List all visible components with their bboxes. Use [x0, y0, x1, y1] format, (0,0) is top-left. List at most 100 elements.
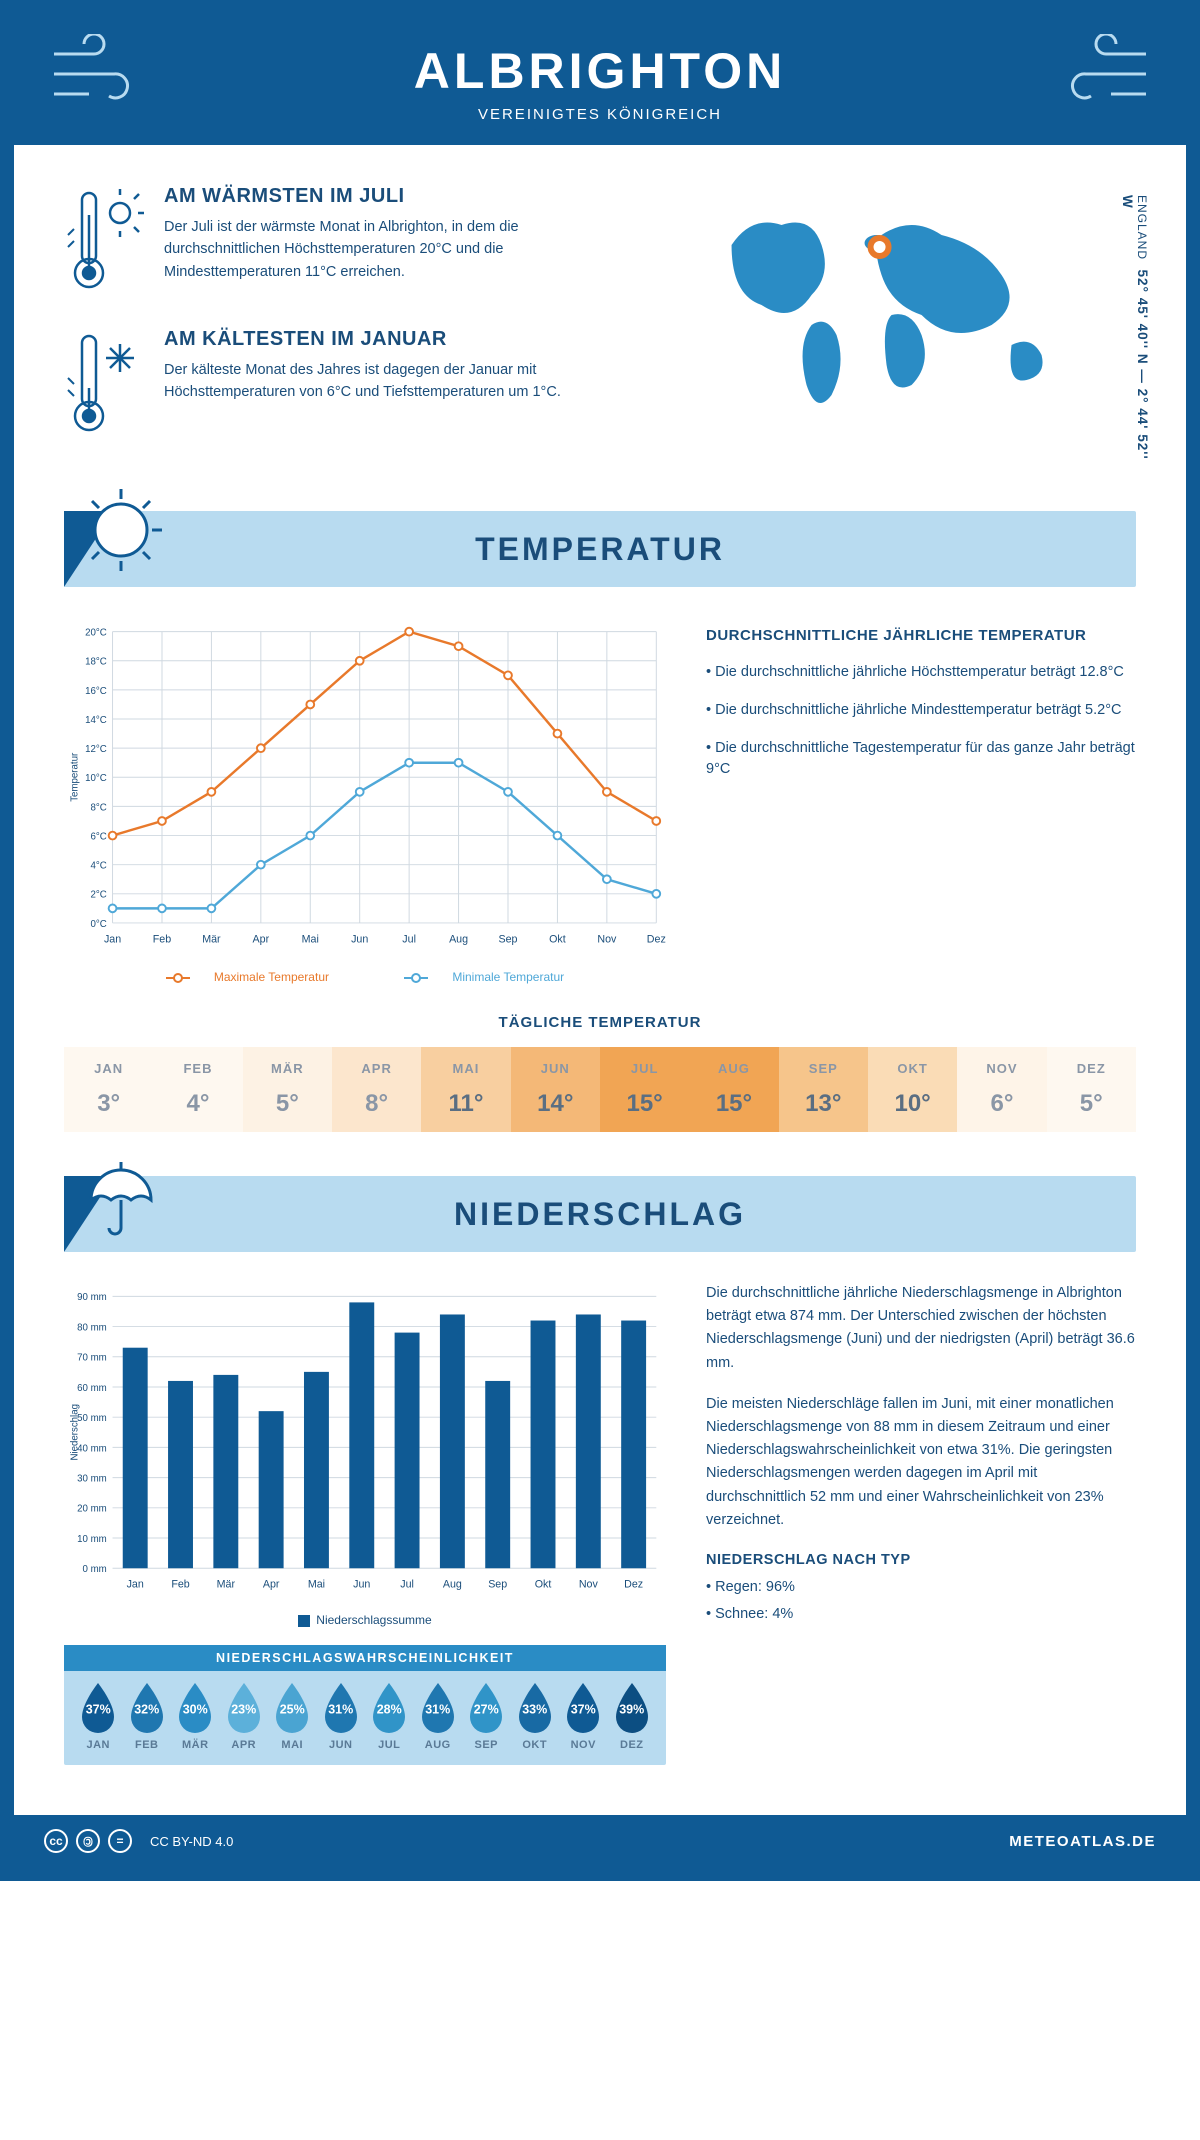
svg-text:16°C: 16°C: [85, 686, 107, 697]
svg-text:Jan: Jan: [127, 1579, 144, 1591]
svg-text:80 mm: 80 mm: [77, 1322, 107, 1333]
precip-text: Die durchschnittliche jährliche Niedersc…: [706, 1282, 1136, 1375]
license-text: CC BY-ND 4.0: [150, 1834, 233, 1849]
probability-drop: 30%MÄR: [171, 1681, 220, 1751]
svg-text:30 mm: 30 mm: [77, 1473, 107, 1484]
probability-drop: 32%FEB: [123, 1681, 172, 1751]
bar-chart-legend: Niederschlagssumme: [64, 1613, 666, 1627]
probability-drop: 25%MAI: [268, 1681, 317, 1751]
svg-text:Nov: Nov: [579, 1579, 599, 1591]
coldest-text: Der kälteste Monat des Jahres ist dagege…: [164, 359, 627, 404]
svg-text:6°C: 6°C: [90, 831, 106, 842]
type-bullet: • Regen: 96%: [706, 1576, 1136, 1599]
svg-text:Sep: Sep: [488, 1579, 507, 1591]
svg-text:2°C: 2°C: [90, 890, 106, 901]
nd-icon: =: [108, 1829, 132, 1853]
daily-cell: DEZ5°: [1047, 1047, 1136, 1132]
temp-bullet: • Die durchschnittliche Tagestemperatur …: [706, 738, 1136, 782]
by-icon: 🄯: [76, 1829, 100, 1853]
svg-text:Mai: Mai: [302, 933, 319, 945]
svg-text:Feb: Feb: [153, 933, 171, 945]
svg-text:0°C: 0°C: [90, 919, 106, 930]
svg-text:8°C: 8°C: [90, 802, 106, 813]
svg-text:Sep: Sep: [498, 933, 517, 945]
header: ALBRIGHTON VEREINIGTES KÖNIGREICH: [14, 14, 1186, 145]
probability-drop: 37%JAN: [74, 1681, 123, 1751]
svg-text:Dez: Dez: [647, 933, 666, 945]
svg-text:90 mm: 90 mm: [77, 1292, 107, 1303]
daily-cell: FEB4°: [153, 1047, 242, 1132]
precip-type-title: NIEDERSCHLAG NACH TYP: [706, 1552, 1136, 1568]
precip-text: Die meisten Niederschläge fallen im Juni…: [706, 1393, 1136, 1532]
probability-drop: 27%SEP: [462, 1681, 511, 1751]
probability-band: NIEDERSCHLAGSWAHRSCHEINLICHKEIT 37%JAN32…: [64, 1645, 666, 1765]
svg-text:10°C: 10°C: [85, 773, 107, 784]
svg-text:20°C: 20°C: [85, 628, 107, 639]
svg-text:50 mm: 50 mm: [77, 1413, 107, 1424]
svg-text:Mai: Mai: [308, 1579, 325, 1591]
coldest-title: AM KÄLTESTEN IM JANUAR: [164, 328, 627, 351]
umbrella-icon: [76, 1150, 166, 1240]
temp-bullet: • Die durchschnittliche jährliche Mindes…: [706, 700, 1136, 722]
daily-cell: SEP13°: [779, 1047, 868, 1132]
svg-text:Temperatur: Temperatur: [70, 752, 81, 802]
daily-cell: MAI11°: [421, 1047, 510, 1132]
svg-text:12°C: 12°C: [85, 744, 107, 755]
world-map-icon: [667, 185, 1136, 425]
svg-text:4°C: 4°C: [90, 861, 106, 872]
svg-text:20 mm: 20 mm: [77, 1504, 107, 1515]
svg-text:18°C: 18°C: [85, 657, 107, 668]
daily-cell: MÄR5°: [243, 1047, 332, 1132]
temp-info-title: DURCHSCHNITTLICHE JÄHRLICHE TEMPERATUR: [706, 627, 1136, 644]
svg-text:Okt: Okt: [535, 1579, 552, 1591]
precipitation-bar-chart: 0 mm10 mm20 mm30 mm40 mm50 mm60 mm70 mm8…: [64, 1282, 666, 1602]
warmest-title: AM WÄRMSTEN IM JULI: [164, 185, 627, 208]
probability-drop: 28%JUL: [365, 1681, 414, 1751]
svg-text:70 mm: 70 mm: [77, 1353, 107, 1364]
sun-icon: [76, 485, 166, 575]
page-subtitle: VEREINIGTES KÖNIGREICH: [34, 106, 1166, 123]
svg-text:Jun: Jun: [351, 933, 368, 945]
site-name: METEOATLAS.DE: [1009, 1833, 1156, 1850]
svg-text:Aug: Aug: [449, 933, 468, 945]
daily-temp-grid: JAN3°FEB4°MÄR5°APR8°MAI11°JUN14°JUL15°AU…: [64, 1047, 1136, 1132]
svg-text:Niederschlag: Niederschlag: [70, 1404, 81, 1461]
section-title: NIEDERSCHLAG: [454, 1196, 746, 1233]
coldest-block: AM KÄLTESTEN IM JANUAR Der kälteste Mona…: [64, 328, 627, 443]
svg-text:Jun: Jun: [353, 1579, 370, 1591]
daily-cell: JUL15°: [600, 1047, 689, 1132]
footer: cc 🄯 = CC BY-ND 4.0 METEOATLAS.DE: [14, 1815, 1186, 1867]
probability-drop: 31%JUN: [317, 1681, 366, 1751]
daily-cell: NOV6°: [957, 1047, 1046, 1132]
temperature-banner: TEMPERATUR: [64, 511, 1136, 587]
svg-text:Apr: Apr: [253, 933, 270, 945]
svg-text:14°C: 14°C: [85, 715, 107, 726]
daily-cell: JUN14°: [511, 1047, 600, 1132]
daily-cell: AUG15°: [689, 1047, 778, 1132]
section-title: TEMPERATUR: [475, 531, 725, 568]
location-marker: [870, 238, 888, 256]
svg-text:Feb: Feb: [171, 1579, 189, 1591]
warmest-block: AM WÄRMSTEN IM JULI Der Juli ist der wär…: [64, 185, 627, 300]
thermometer-snow-icon: [64, 328, 144, 438]
svg-text:10 mm: 10 mm: [77, 1534, 107, 1545]
thermometer-sun-icon: [64, 185, 144, 295]
cc-icon: cc: [44, 1829, 68, 1853]
svg-text:0 mm: 0 mm: [83, 1564, 107, 1575]
temperature-line-chart: 0°C 2°C 4°C 6°C 8°C 10°C 12°C 14°C 16°C 18°C 20°C J…: [64, 617, 666, 957]
svg-text:Mär: Mär: [217, 1579, 236, 1591]
svg-text:Jan: Jan: [104, 933, 121, 945]
coordinates: ENGLAND 52° 45' 40'' N — 2° 44' 52'' W: [1120, 195, 1150, 471]
probability-drop: 23%APR: [220, 1681, 269, 1751]
probability-drop: 33%OKT: [511, 1681, 560, 1751]
svg-text:Aug: Aug: [443, 1579, 462, 1591]
probability-drop: 37%NOV: [559, 1681, 608, 1751]
svg-text:Jul: Jul: [402, 933, 416, 945]
temp-bullet: • Die durchschnittliche jährliche Höchst…: [706, 662, 1136, 684]
svg-text:Dez: Dez: [624, 1579, 643, 1591]
svg-text:Apr: Apr: [263, 1579, 280, 1591]
svg-text:60 mm: 60 mm: [77, 1383, 107, 1394]
svg-text:Jul: Jul: [400, 1579, 414, 1591]
daily-cell: OKT10°: [868, 1047, 957, 1132]
daily-cell: JAN3°: [64, 1047, 153, 1132]
